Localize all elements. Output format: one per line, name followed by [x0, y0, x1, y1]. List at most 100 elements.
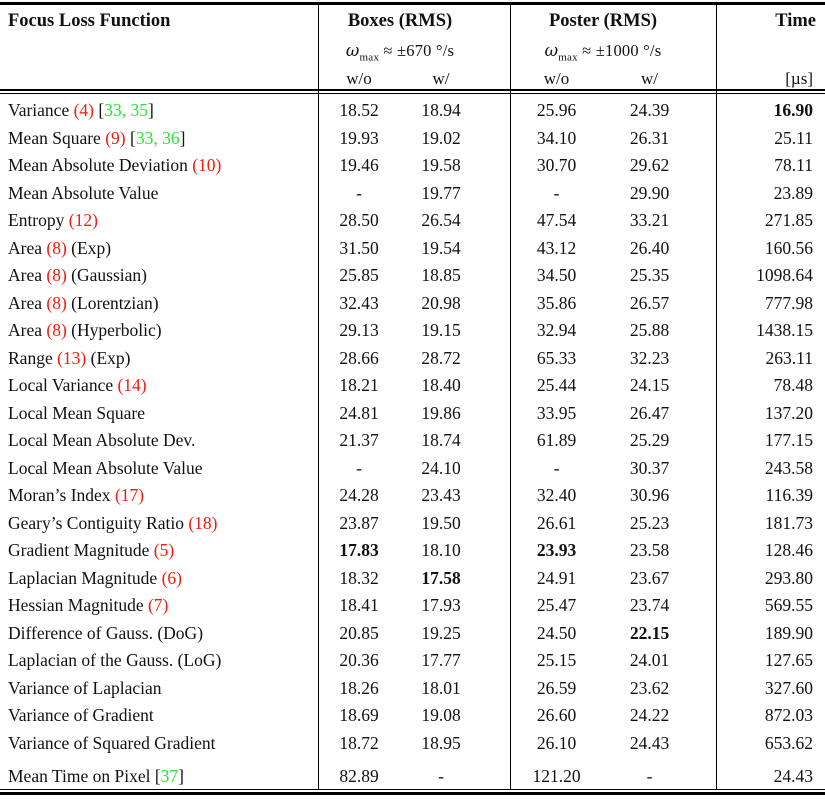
top-rule — [0, 2, 825, 5]
column-divider-2 — [510, 5, 511, 789]
cell-poster-wo: 24.50 — [536, 622, 577, 643]
label-text: (Exp) — [66, 237, 112, 258]
cell-poster-wo: 26.10 — [536, 732, 577, 753]
table-row: Mean Absolute Deviation (10) 19.46 19.58 30… — [0, 152, 825, 180]
label-text: Local Mean Absolute Value — [8, 457, 203, 478]
omega-sub: max — [359, 51, 380, 64]
cell-time: 24.43 — [773, 766, 813, 786]
cell-boxes-w: 17.77 — [421, 650, 461, 670]
cell-poster-w: - — [646, 766, 653, 786]
label-text: (Hyperbolic) — [66, 320, 162, 340]
table-row: Difference of Gauss. (DoG) 20.85 19.25 24.5… — [0, 620, 825, 648]
cell-poster-w: 30.96 — [629, 485, 670, 505]
cell-boxes-wo: 18.26 — [339, 677, 379, 698]
table-row: Entropy (12) 28.50 26.54 47.54 33.21 271.85 — [0, 207, 825, 235]
row-label: Local Mean Square — [0, 400, 318, 428]
cell-poster-w: 23.62 — [629, 677, 670, 698]
equation-ref: (10) — [192, 155, 222, 175]
cell-poster-w: 25.29 — [629, 430, 670, 450]
cell-boxes-w: 19.15 — [421, 320, 461, 340]
cell-time: 116.39 — [765, 485, 813, 505]
cell-boxes-w: 19.86 — [421, 402, 461, 423]
table-body: Variance (4) [33, 35] 18.52 18.94 25.96 24.3… — [0, 97, 825, 791]
equation-ref: (17) — [114, 485, 145, 505]
cell-boxes-w: 19.54 — [421, 237, 461, 258]
cell-poster-wo: 30.70 — [536, 155, 577, 175]
row-label: Mean Time on Pixel [37] — [0, 763, 318, 791]
label-text: Area — [8, 320, 47, 340]
table-row: Area (8) (Lorentzian) 32.43 20.98 35.86 26.5… — [0, 290, 825, 318]
header-focus-loss-function: Focus Loss Function — [8, 11, 171, 31]
label-text: Mean Absolute Value — [8, 182, 159, 203]
row-label: Area (8) (Exp) — [0, 235, 318, 263]
cell-boxes-wo: 18.21 — [339, 375, 379, 395]
table-row: Local Mean Square 24.81 19.86 33.95 26.47 137… — [0, 400, 825, 428]
header-poster-omega: ωmax ≈ ±1000 °/s — [510, 41, 696, 63]
cell-boxes-w: 28.72 — [421, 347, 461, 368]
cell-time: 78.48 — [773, 375, 813, 395]
cell-poster-wo: - — [553, 182, 560, 203]
cell-time: 181.73 — [764, 512, 813, 533]
equation-ref: (8) — [46, 237, 67, 258]
equation-ref: (13) — [57, 347, 87, 368]
cell-poster-w: 26.47 — [629, 402, 670, 423]
label-text: Entropy — [8, 210, 69, 230]
cell-poster-wo: 61.89 — [536, 430, 577, 450]
label-text: (Exp) — [86, 347, 131, 368]
cell-poster-w: 23.74 — [629, 595, 670, 615]
cell-poster-w: 26.40 — [629, 237, 670, 258]
row-label: Range (13) (Exp) — [0, 345, 318, 373]
label-text: Variance of Gradient — [8, 705, 154, 725]
cell-boxes-wo: 82.89 — [339, 766, 379, 786]
cell-poster-w: 23.58 — [629, 540, 670, 560]
header-boxes-omega: ωmax ≈ ±670 °/s — [318, 41, 482, 63]
cell-boxes-w: 20.98 — [421, 292, 461, 313]
table-row: Variance of Laplacian 18.26 18.01 26.59 23.6… — [0, 675, 825, 703]
equation-ref: (12) — [68, 210, 98, 230]
row-label: Area (8) (Lorentzian) — [0, 290, 318, 318]
label-text: Area — [8, 292, 47, 313]
cell-time: 189.90 — [764, 622, 813, 643]
cell-boxes-wo: 18.41 — [339, 595, 379, 615]
row-label: Hessian Magnitude (7) — [0, 592, 318, 620]
cell-time: 327.60 — [764, 677, 813, 698]
cell-time: 78.11 — [774, 155, 813, 175]
header-time: Time — [775, 11, 816, 31]
cell-boxes-wo: 31.50 — [339, 237, 379, 258]
header-rule-thin — [0, 93, 825, 94]
row-label: Variance of Laplacian — [0, 675, 318, 703]
table-row: Variance of Squared Gradient 18.72 18.95 26… — [0, 730, 825, 758]
equation-ref: (8) — [46, 292, 67, 313]
label-text: Laplacian Magnitude — [8, 567, 162, 588]
cell-boxes-wo: 28.66 — [339, 347, 379, 368]
row-label: Mean Square (9) [33, 36] — [0, 125, 318, 153]
cell-boxes-w: 19.58 — [421, 155, 461, 175]
row-label: Local Mean Absolute Value — [0, 455, 318, 483]
table-row: Moran’s Index (17) 24.28 23.43 32.40 30.96 11… — [0, 482, 825, 510]
cell-poster-wo: 24.91 — [536, 567, 577, 588]
label-text: Geary’s Contiguity Ratio — [8, 512, 189, 533]
cell-poster-w: 22.15 — [629, 622, 670, 643]
label-text: Variance of Squared Gradient — [8, 732, 216, 753]
citation-ref: 37 — [160, 766, 179, 786]
row-label: Variance of Gradient — [0, 702, 318, 730]
cell-poster-wo: 26.59 — [536, 677, 577, 698]
table-row: Range (13) (Exp) 28.66 28.72 65.33 32.23 263.… — [0, 345, 825, 373]
label-text: Variance — [8, 100, 74, 120]
header-rule — [0, 89, 825, 91]
cell-poster-wo: 25.44 — [536, 375, 577, 395]
cell-time: 653.62 — [764, 732, 813, 753]
citation-ref: 33, 35 — [104, 100, 148, 120]
equation-ref: (4) — [73, 100, 94, 120]
row-label: Mean Absolute Value — [0, 180, 318, 208]
cell-time: 137.20 — [764, 402, 813, 423]
cell-boxes-w: 18.10 — [421, 540, 461, 560]
table-row: Area (8) (Exp) 31.50 19.54 43.12 26.40 160.56 — [0, 235, 825, 263]
omega-rest: ≈ ±1000 °/s — [577, 40, 662, 60]
cell-poster-wo: 35.86 — [536, 292, 577, 313]
cell-boxes-wo: 25.85 — [339, 265, 379, 285]
cell-poster-wo: 34.10 — [536, 127, 577, 148]
row-label: Laplacian Magnitude (6) — [0, 565, 318, 593]
row-label: Local Variance (14) — [0, 372, 318, 400]
cell-boxes-wo: - — [356, 182, 362, 203]
